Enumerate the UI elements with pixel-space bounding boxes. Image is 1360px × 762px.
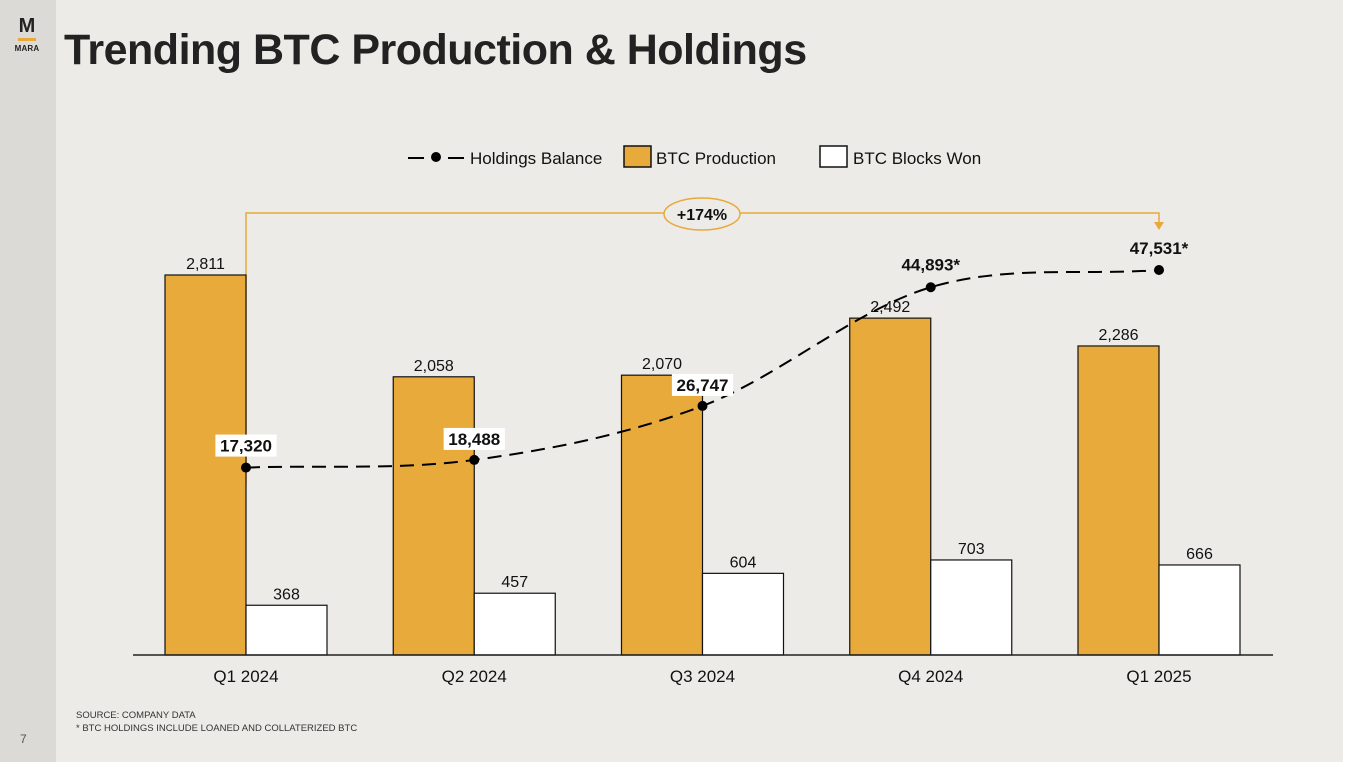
holdings-point xyxy=(697,400,708,411)
blocks-bar xyxy=(1158,564,1241,656)
blocks-bar-label: 457 xyxy=(501,574,528,591)
logo-text: MARA xyxy=(14,44,40,53)
right-edge-strip xyxy=(1343,0,1360,762)
legend-holdings-marker xyxy=(431,152,441,162)
blocks-bar-label: 368 xyxy=(273,586,300,603)
annotation-label: +174% xyxy=(677,207,727,224)
sidebar: M MARA 7 xyxy=(0,0,56,762)
blocks-bar xyxy=(473,592,556,656)
x-tick-label: Q3 2024 xyxy=(670,667,735,686)
holdings-point xyxy=(469,454,480,465)
production-bar-label: 2,070 xyxy=(642,356,682,373)
legend-holdings-label: Holdings Balance xyxy=(470,149,602,168)
legend-blocks: BTC Blocks Won xyxy=(819,145,981,168)
mara-logo: M MARA xyxy=(8,16,46,53)
annotation-arrowhead xyxy=(1154,222,1164,230)
x-tick-label: Q4 2024 xyxy=(898,667,963,686)
legend-production-label: BTC Production xyxy=(656,149,776,168)
production-bar xyxy=(392,376,475,656)
legend-production-swatch xyxy=(623,145,652,168)
legend: Holdings Balance BTC Production BTC Bloc… xyxy=(408,145,981,168)
annotation-oval xyxy=(663,197,741,231)
holdings-line-layer: 17,320 18,488 26,747 44,893* 47,531* xyxy=(215,239,1189,473)
growth-annotation: +174% xyxy=(245,197,1164,485)
blocks-bar xyxy=(245,604,328,656)
blocks-bar-label: 604 xyxy=(730,554,757,571)
production-bar-label: 2,286 xyxy=(1098,327,1138,344)
holdings-point-label: 26,747 xyxy=(677,376,729,395)
x-tick-label: Q1 2024 xyxy=(213,667,278,686)
legend-production: BTC Production xyxy=(623,145,776,168)
blocks-bar xyxy=(701,572,785,656)
production-bar-label: 2,058 xyxy=(414,358,454,375)
legend-blocks-swatch xyxy=(819,145,848,168)
holdings-point-label: 44,893* xyxy=(901,255,960,274)
x-axis-ticks: Q1 2024 Q2 2024 Q3 2024 Q4 2024 Q1 2025 xyxy=(213,667,1191,686)
production-bar-label: 2,811 xyxy=(186,256,225,273)
page-title: Trending BTC Production & Holdings xyxy=(64,26,807,74)
production-bar xyxy=(1077,345,1160,656)
production-bar-label: 2,492 xyxy=(870,299,910,316)
logo-letter: M xyxy=(18,15,36,37)
blocks-bar-label: 666 xyxy=(1186,546,1213,563)
page-number: 7 xyxy=(20,732,27,746)
x-tick-label: Q1 2025 xyxy=(1126,667,1191,686)
bars-layer: 2,811 368 2,058 457 2,070 604 2,492 703 2,286 666 xyxy=(164,256,1241,656)
x-tick-label: Q2 2024 xyxy=(442,667,507,686)
holdings-label-bg xyxy=(215,434,277,457)
footnote-note: * BTC HOLDINGS INCLUDE LOANED AND COLLAT… xyxy=(76,723,358,734)
holdings-point xyxy=(241,462,251,473)
logo-accent-bar xyxy=(18,38,36,41)
chart: Holdings Balance BTC Production BTC Bloc… xyxy=(133,145,1273,686)
holdings-point xyxy=(925,282,936,293)
legend-holdings: Holdings Balance xyxy=(408,149,602,168)
blocks-bar-label: 703 xyxy=(958,541,985,558)
holdings-point xyxy=(1154,265,1164,275)
holdings-label-bg xyxy=(671,373,734,396)
production-bar xyxy=(620,374,704,656)
footnote-source: SOURCE: COMPANY DATA xyxy=(76,710,196,721)
production-bar xyxy=(164,274,247,656)
legend-blocks-label: BTC Blocks Won xyxy=(853,149,981,168)
holdings-point-label: 18,488 xyxy=(448,430,500,449)
blocks-bar xyxy=(930,559,1013,656)
holdings-label-bg xyxy=(443,427,505,450)
holdings-point-label: 47,531* xyxy=(1130,239,1189,258)
production-bar xyxy=(849,317,932,656)
footnotes: SOURCE: COMPANY DATA * BTC HOLDINGS INCL… xyxy=(76,709,357,735)
holdings-point-label: 17,320 xyxy=(220,437,272,456)
